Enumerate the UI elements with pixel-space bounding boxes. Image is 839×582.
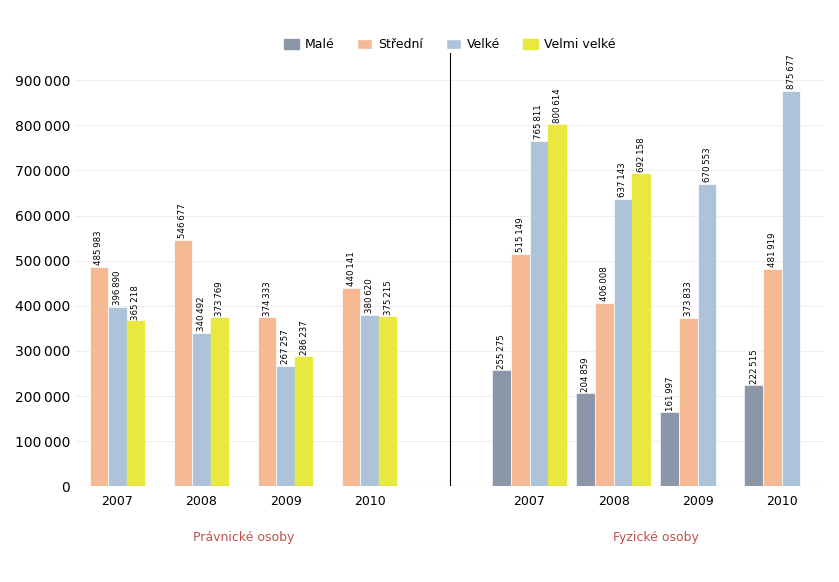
- Bar: [680, 318, 698, 487]
- Text: 222 515: 222 515: [750, 349, 758, 384]
- Text: 800 614: 800 614: [553, 88, 562, 123]
- Text: 267 257: 267 257: [281, 329, 290, 364]
- Bar: [276, 365, 294, 487]
- Text: 765 811: 765 811: [534, 104, 544, 139]
- Text: 440 141: 440 141: [347, 251, 356, 286]
- Text: 396 890: 396 890: [112, 271, 122, 306]
- Text: 406 008: 406 008: [600, 267, 609, 301]
- Bar: [258, 317, 276, 487]
- Bar: [632, 174, 651, 487]
- Text: 340 492: 340 492: [197, 296, 206, 331]
- Bar: [745, 386, 763, 487]
- Text: 481 919: 481 919: [769, 233, 777, 267]
- Bar: [108, 307, 127, 487]
- Text: 875 677: 875 677: [787, 55, 795, 90]
- Bar: [192, 333, 211, 487]
- Legend: Malé, Střední, Velké, Velmi velké: Malé, Střední, Velké, Velmi velké: [279, 33, 621, 56]
- Text: 365 218: 365 218: [132, 285, 140, 320]
- Text: 380 620: 380 620: [365, 278, 374, 313]
- Text: 670 553: 670 553: [702, 147, 711, 182]
- Text: 375 215: 375 215: [383, 281, 393, 315]
- Text: 204 859: 204 859: [581, 357, 591, 392]
- Bar: [661, 413, 680, 487]
- Bar: [529, 141, 548, 487]
- Bar: [763, 269, 782, 487]
- Bar: [361, 314, 379, 487]
- Bar: [548, 125, 566, 487]
- Bar: [613, 199, 632, 487]
- Bar: [511, 254, 529, 487]
- Bar: [294, 357, 313, 487]
- Bar: [782, 91, 800, 487]
- Text: 692 158: 692 158: [637, 137, 646, 172]
- Text: 286 237: 286 237: [300, 321, 309, 356]
- Bar: [127, 321, 145, 487]
- Text: 546 677: 546 677: [179, 203, 187, 238]
- Text: 161 997: 161 997: [665, 377, 675, 411]
- Text: 255 275: 255 275: [498, 335, 506, 370]
- Bar: [342, 288, 361, 487]
- Text: 373 833: 373 833: [684, 281, 693, 316]
- Text: 637 143: 637 143: [618, 162, 628, 197]
- Text: Právnické osoby: Právnické osoby: [193, 531, 294, 544]
- Text: 485 983: 485 983: [94, 230, 103, 265]
- Text: Fyzické osoby: Fyzické osoby: [612, 531, 699, 544]
- Bar: [698, 184, 717, 487]
- Text: 374 333: 374 333: [263, 281, 272, 315]
- Text: 373 769: 373 769: [216, 281, 225, 316]
- Bar: [492, 371, 511, 487]
- Bar: [211, 318, 229, 487]
- Bar: [90, 267, 108, 487]
- Bar: [576, 394, 595, 487]
- Bar: [379, 317, 398, 487]
- Bar: [174, 240, 192, 487]
- Text: 515 149: 515 149: [516, 218, 524, 252]
- Bar: [595, 303, 613, 487]
